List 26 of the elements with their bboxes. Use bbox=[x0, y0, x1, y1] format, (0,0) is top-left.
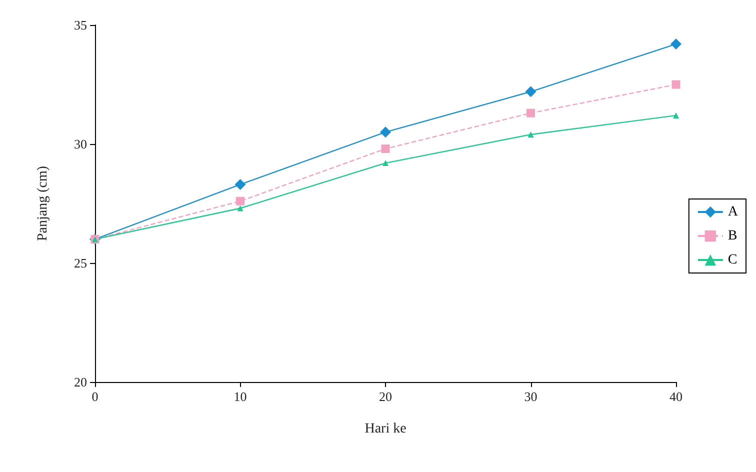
legend-label: C bbox=[728, 252, 738, 268]
point bbox=[237, 205, 244, 212]
point bbox=[673, 112, 679, 118]
point bbox=[670, 38, 682, 50]
x-tick-label: 0 bbox=[92, 389, 98, 404]
x-tick-label: 20 bbox=[379, 389, 392, 404]
legend-label: B bbox=[728, 228, 738, 244]
x-tick-label: 30 bbox=[524, 389, 538, 404]
point bbox=[234, 178, 246, 190]
point bbox=[381, 144, 390, 154]
x-axis-title: Hari ke bbox=[364, 422, 406, 436]
point bbox=[526, 108, 535, 118]
point bbox=[525, 86, 536, 98]
y-tick-label: 35 bbox=[74, 18, 87, 32]
y-tick-label: 25 bbox=[74, 256, 87, 270]
legend-label: A bbox=[728, 204, 739, 220]
point bbox=[382, 160, 388, 166]
x-tick-label: 40 bbox=[670, 389, 682, 404]
point bbox=[236, 196, 244, 206]
point bbox=[528, 131, 534, 138]
x-tick-label: 10 bbox=[234, 389, 247, 404]
y-tick-label: 30 bbox=[74, 136, 87, 152]
y-tick-label: 20 bbox=[74, 374, 87, 390]
y-axis-title: Panjang (cm) bbox=[36, 166, 50, 242]
point bbox=[380, 126, 391, 138]
point bbox=[672, 80, 680, 89]
